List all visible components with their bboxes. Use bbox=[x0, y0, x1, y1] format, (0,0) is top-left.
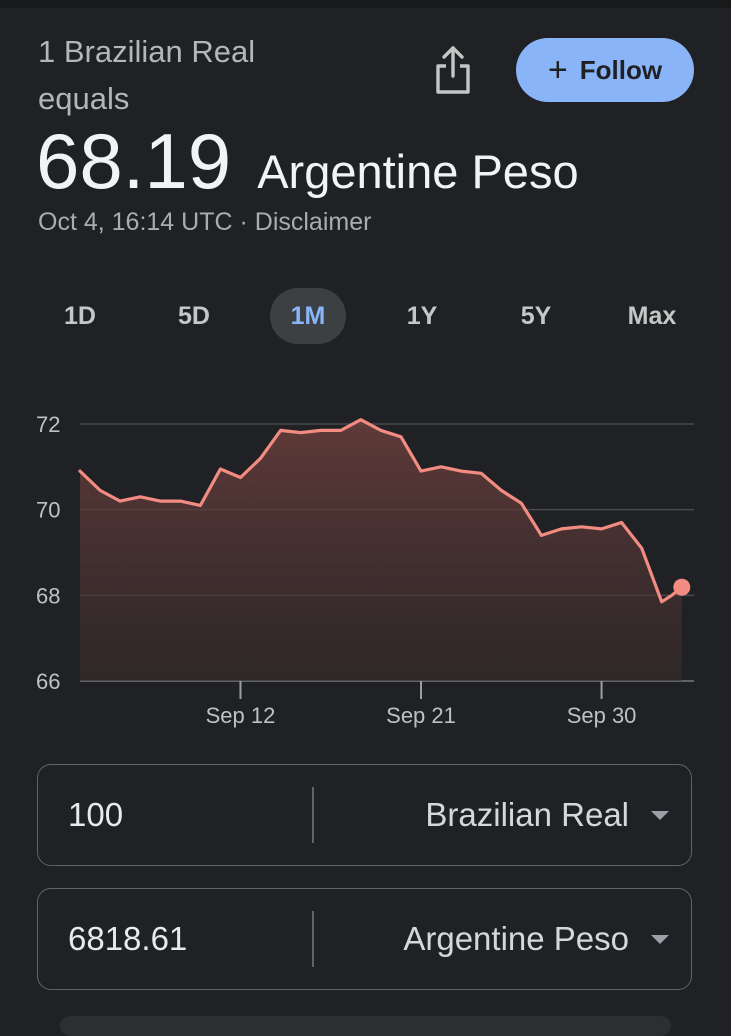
y-tick-label: 70 bbox=[36, 498, 60, 523]
rate-chart: 72 70 68 66 Sep 12 Sep 21 Sep 30 bbox=[0, 380, 731, 740]
converter-from-row: 100 Brazilian Real bbox=[37, 764, 692, 866]
share-icon bbox=[433, 44, 473, 96]
rate-display: 68.19 Argentine Peso bbox=[36, 116, 579, 207]
chevron-down-icon bbox=[651, 935, 669, 944]
to-amount-input[interactable]: 6818.61 bbox=[68, 889, 298, 989]
y-tick-label: 72 bbox=[36, 412, 60, 437]
chart-area-fill bbox=[80, 420, 682, 681]
rate-chart-svg: 72 70 68 66 Sep 12 Sep 21 Sep 30 bbox=[0, 380, 731, 740]
divider bbox=[312, 911, 314, 967]
tab-max[interactable]: Max bbox=[612, 288, 692, 344]
y-tick-label: 66 bbox=[36, 669, 60, 694]
follow-label: Follow bbox=[580, 55, 662, 86]
x-tick-label: Sep 30 bbox=[567, 703, 637, 728]
to-currency-label: Argentine Peso bbox=[403, 920, 629, 958]
rate-timestamp-line: Oct 4, 16:14 UTC · Disclaimer bbox=[38, 208, 371, 237]
separator: · bbox=[239, 208, 247, 236]
tab-5d[interactable]: 5D bbox=[156, 288, 232, 344]
tab-1y[interactable]: 1Y bbox=[384, 288, 460, 344]
time-range-tabs: 1D 5D 1M 1Y 5Y Max bbox=[0, 288, 731, 344]
tab-1d[interactable]: 1D bbox=[42, 288, 118, 344]
converter-to-row: 6818.61 Argentine Peso bbox=[37, 888, 692, 990]
y-tick-label: 68 bbox=[36, 583, 60, 608]
follow-button[interactable]: + Follow bbox=[516, 38, 694, 102]
x-tick-label: Sep 21 bbox=[386, 703, 456, 728]
to-currency-select[interactable]: Argentine Peso bbox=[403, 889, 669, 989]
status-strip bbox=[0, 0, 731, 8]
disclaimer-link[interactable]: Disclaimer bbox=[255, 208, 372, 236]
divider bbox=[312, 787, 314, 843]
chevron-down-icon bbox=[651, 811, 669, 820]
chart-current-point[interactable] bbox=[673, 579, 690, 596]
share-button[interactable] bbox=[426, 40, 480, 100]
timestamp: Oct 4, 16:14 UTC bbox=[38, 208, 233, 236]
from-currency-select[interactable]: Brazilian Real bbox=[425, 765, 669, 865]
rate-value: 68.19 bbox=[36, 116, 231, 207]
equals-label: 1 Brazilian Real equals bbox=[38, 28, 338, 122]
tab-5y[interactable]: 5Y bbox=[498, 288, 574, 344]
from-amount-input[interactable]: 100 bbox=[68, 765, 298, 865]
from-currency-label: Brazilian Real bbox=[425, 796, 629, 834]
plus-icon: + bbox=[548, 53, 568, 87]
next-card-edge bbox=[60, 1016, 671, 1036]
tab-1m[interactable]: 1M bbox=[270, 288, 346, 344]
x-tick-label: Sep 12 bbox=[206, 703, 276, 728]
rate-currency: Argentine Peso bbox=[257, 144, 578, 199]
